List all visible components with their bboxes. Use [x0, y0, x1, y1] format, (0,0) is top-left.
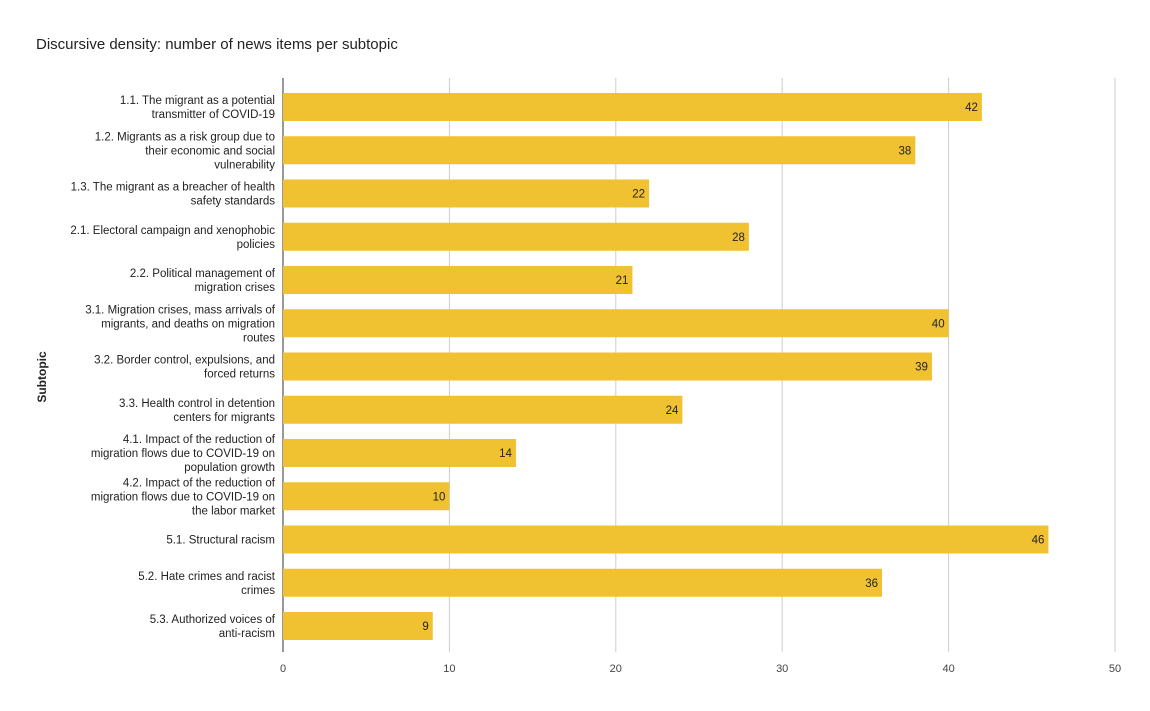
data-label: 28	[732, 232, 745, 244]
y-axis-label: Subtopic	[35, 351, 49, 403]
category-label: 4.1. Impact of the reduction of migration…	[91, 434, 276, 474]
category-label: 1.3. The migrant as a breacher of health…	[71, 182, 276, 208]
data-label: 10	[433, 491, 446, 503]
data-label: 36	[865, 578, 878, 590]
x-tick-label: 40	[942, 663, 954, 675]
bar	[283, 309, 949, 338]
data-label: 46	[1032, 535, 1045, 547]
bar	[283, 612, 433, 640]
category-label: 1.2. Migrants as a risk group due to thei…	[95, 131, 276, 171]
bar	[283, 568, 883, 597]
data-label: 38	[899, 145, 912, 157]
category-label: 5.2. Hate crimes and racist crimes	[138, 571, 276, 597]
bar	[283, 482, 450, 511]
data-label: 40	[932, 318, 945, 330]
bar	[283, 439, 516, 467]
category-label: 5.3. Authorized voices of anti-racism	[150, 614, 276, 640]
data-label: 42	[965, 102, 978, 114]
category-label: 1.1. The migrant as a potential transmitt…	[120, 95, 275, 121]
data-label: 9	[422, 621, 428, 633]
category-label: 3.3. Health control in detention centers …	[119, 398, 275, 424]
data-label: 24	[666, 405, 679, 417]
bar	[283, 136, 916, 165]
chart-title: Discursive density: number of news items…	[36, 36, 398, 53]
data-label: 39	[915, 362, 928, 374]
x-tick-label: 50	[1109, 663, 1121, 675]
category-label: 5.1. Structural racism	[166, 535, 275, 547]
data-label: 21	[616, 275, 629, 287]
bar	[283, 266, 633, 294]
data-label: 22	[632, 189, 645, 201]
bars: 42 38 22 28 21 40 39 24 14 10 46 36 9	[283, 93, 1049, 640]
x-tick-label: 10	[443, 663, 455, 675]
bar	[283, 352, 932, 381]
bar	[283, 395, 683, 424]
category-label: 4.2. Impact of the reduction of migration…	[91, 477, 276, 517]
category-label: 2.1. Electoral campaign and xenophobic po…	[70, 225, 275, 251]
category-label: 3.1. Migration crises, mass arrivals of m…	[85, 304, 276, 344]
bar	[283, 179, 650, 208]
category-label: 3.2. Border control, expulsions, and forc…	[94, 355, 275, 381]
data-label: 14	[499, 448, 512, 460]
x-tick-label: 20	[610, 663, 622, 675]
bar	[283, 222, 749, 251]
bar	[283, 93, 982, 121]
category-labels: 1.1. The migrant as a potential transmitt…	[70, 95, 275, 640]
category-label: 2.2. Political management of migration cr…	[130, 268, 276, 294]
x-tick-label: 0	[280, 663, 286, 675]
x-tick-label: 30	[776, 663, 788, 675]
x-axis-ticks: 0 10 20 30 40 50	[280, 663, 1121, 675]
bar	[283, 525, 1049, 554]
